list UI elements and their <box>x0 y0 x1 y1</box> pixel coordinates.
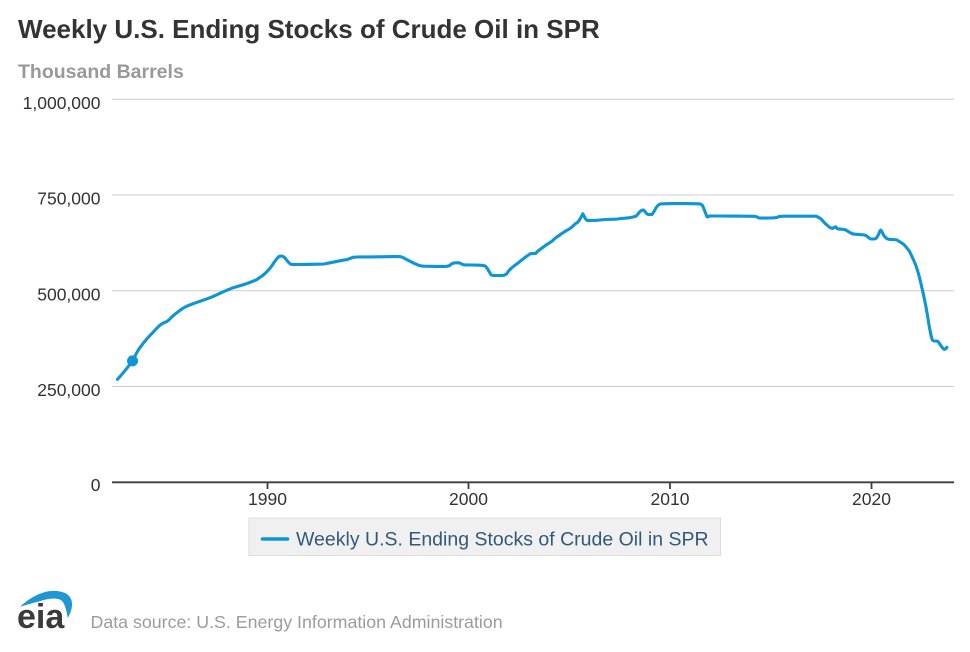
svg-text:Weekly U.S. Ending Stocks of C: Weekly U.S. Ending Stocks of Crude Oil i… <box>296 529 709 551</box>
svg-text:Thousand Barrels: Thousand Barrels <box>18 61 184 83</box>
svg-text:Weekly U.S. Ending Stocks of C: Weekly U.S. Ending Stocks of Crude Oil i… <box>18 14 600 44</box>
svg-text:2000: 2000 <box>449 489 488 509</box>
svg-text:500,000: 500,000 <box>37 284 101 304</box>
svg-text:2010: 2010 <box>651 489 690 509</box>
svg-text:750,000: 750,000 <box>37 189 101 209</box>
svg-text:0: 0 <box>91 475 101 495</box>
svg-text:2020: 2020 <box>852 489 891 509</box>
svg-text:Data source: U.S. Energy Infor: Data source: U.S. Energy Information Adm… <box>91 612 503 632</box>
svg-text:1990: 1990 <box>248 489 287 509</box>
svg-text:1,000,000: 1,000,000 <box>23 93 101 113</box>
svg-text:250,000: 250,000 <box>37 380 101 400</box>
